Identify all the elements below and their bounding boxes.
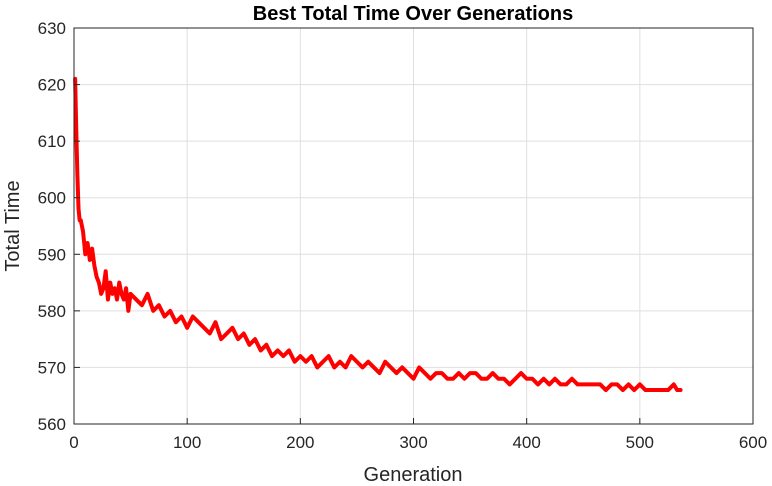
y-axis-label: Total Time	[2, 180, 24, 271]
x-tick-label: 300	[399, 433, 427, 452]
y-tick-label: 610	[38, 132, 66, 151]
x-axis-label: Generation	[364, 464, 463, 486]
x-tick-label: 100	[173, 433, 201, 452]
y-tick-label: 630	[38, 19, 66, 38]
series-line	[73, 76, 683, 393]
x-tick-label: 200	[286, 433, 314, 452]
y-tick-label: 600	[38, 189, 66, 208]
x-axis-ticks: 0 100 200 300 400 500 600	[69, 418, 767, 452]
y-axis-ticks: 560 570 580 590 600 610 620 630	[38, 19, 80, 434]
x-tick-label: 600	[739, 433, 767, 452]
x-tick-label: 500	[626, 433, 654, 452]
x-tick-label: 400	[512, 433, 540, 452]
series-group	[73, 76, 683, 393]
y-tick-label: 560	[38, 415, 66, 434]
chart-title: Best Total Time Over Generations	[253, 3, 573, 25]
x-tick-label: 0	[69, 433, 78, 452]
y-tick-label: 580	[38, 302, 66, 321]
y-tick-label: 590	[38, 245, 66, 264]
y-tick-label: 570	[38, 358, 66, 377]
y-tick-label: 620	[38, 76, 66, 95]
